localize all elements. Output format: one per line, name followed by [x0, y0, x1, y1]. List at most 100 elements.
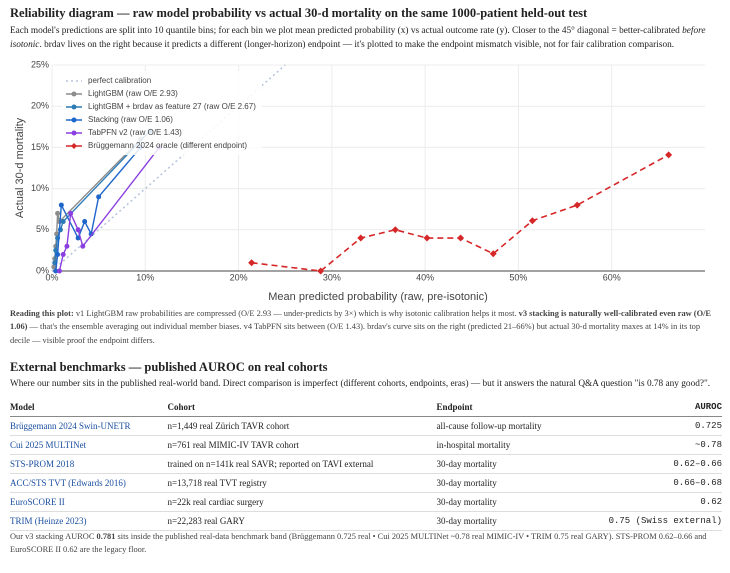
marker [423, 234, 431, 242]
model-link[interactable]: STS-PROM 2018 [10, 454, 168, 474]
text: Our v3 stacking AUROC [10, 532, 97, 541]
y-tick-label: 10% [31, 183, 49, 193]
cell: ~0.78 [573, 435, 722, 455]
marker [60, 252, 66, 258]
y-axis-label: Actual 30-d mortality [14, 117, 26, 218]
y-tick-label: 5% [36, 224, 49, 234]
text: — that's the ensemble averaging out indi… [10, 322, 701, 345]
marker [96, 194, 102, 200]
marker [55, 210, 61, 216]
legend-marker [71, 130, 77, 136]
model-link[interactable]: TRIM (Heinze 2023) [10, 511, 168, 531]
marker [53, 268, 59, 274]
table-row: STS-PROM 2018 trained on n=141k real SAVR… [10, 454, 722, 474]
column-header: Model [10, 398, 168, 417]
x-tick-label: 20% [230, 272, 248, 282]
cell: 0.62 [573, 492, 722, 512]
cell: trained on n=141k real SAVR; reported on… [167, 454, 437, 474]
table: Model Cohort Endpoint AUROC Brüggemann 2024 … [10, 398, 722, 531]
cell: n=1,449 real Zürich TAVR cohort [167, 416, 437, 436]
marker [457, 234, 465, 242]
marker [53, 247, 59, 253]
legend-marker [71, 143, 77, 149]
marker [75, 235, 81, 241]
x-tick-label: 30% [323, 272, 341, 282]
marker [573, 201, 581, 209]
cell: n=22,283 real GARY [167, 511, 437, 531]
column-header: Endpoint [436, 398, 574, 417]
marker [248, 259, 256, 267]
marker [357, 234, 365, 242]
cell: 0.725 [573, 416, 722, 436]
marker [64, 243, 70, 249]
cell: all-cause follow-up mortality [436, 416, 574, 436]
intro: Each model's predictions are split into … [10, 24, 722, 52]
chart: Actual 30-d mortality Mean predicted pro… [14, 59, 705, 303]
model-link[interactable]: ACC/STS TVT (Edwards 2016) [10, 473, 168, 493]
section-title: External benchmarks — published AUROC on… [10, 360, 328, 374]
marker [58, 202, 64, 208]
legend-label: Stacking (raw O/E 1.06) [88, 115, 173, 124]
section-intro: Where our number sits in the published r… [10, 379, 711, 389]
y-tick-label: 0% [36, 265, 49, 275]
marker [55, 252, 61, 258]
legend-label: perfect calibration [88, 76, 151, 85]
table-row: Brüggemann 2024 Swin-UNETR n=1,449 real Z… [10, 416, 722, 436]
cell: 0.62–0.66 [573, 454, 722, 474]
table-row: EuroSCORE II n=22k real cardiac surgery 30… [10, 492, 722, 512]
y-tick-label: 25% [31, 59, 49, 69]
marker [391, 226, 399, 234]
text: v3 stacking is naturally well-calibrated… [10, 309, 712, 332]
text: sits inside the published real-data benc… [10, 532, 707, 555]
model-link[interactable]: EuroSCORE II [10, 492, 168, 512]
legend-marker [71, 104, 77, 110]
table-row: TRIM (Heinze 2023) n=22,283 real GARY 30-d… [10, 511, 722, 531]
text: before isotonic [10, 26, 706, 50]
header-row: Model Cohort Endpoint AUROC [10, 398, 722, 417]
column-header: AUROC [573, 398, 722, 417]
cell: n=13,718 real TVT registry [167, 473, 437, 493]
cell: 0.66–0.68 [573, 473, 722, 493]
series-line [251, 154, 670, 272]
legend-label: LightGBM (raw O/E 2.93) [88, 89, 178, 98]
cell: 30-day mortality [436, 454, 574, 474]
text: . brdav lives on the right because it pr… [39, 40, 675, 50]
x-tick-label: 40% [416, 272, 434, 282]
text: Each model's predictions are split into … [10, 26, 683, 36]
section: External benchmarks — published AUROC on… [10, 360, 722, 375]
marker [665, 151, 673, 159]
legend-marker [71, 117, 77, 123]
marker [528, 217, 536, 225]
x-tick-label: 10% [136, 272, 154, 282]
table-row: ACC/STS TVT (Edwards 2016) n=13,718 real … [10, 473, 722, 493]
marker [75, 227, 81, 233]
x-tick-label: 0% [45, 272, 58, 282]
cell: n=22k real cardiac surgery [167, 492, 437, 512]
marker [68, 210, 74, 216]
text: 0.781 [96, 532, 116, 541]
y-tick-label: 20% [31, 101, 49, 111]
legend-label: Brüggemann 2024 oracle (different endpoi… [88, 141, 247, 150]
marker [60, 219, 66, 225]
marker [489, 250, 497, 258]
footer: Our v3 stacking AUROC 0.781 sits inside … [10, 530, 722, 557]
marker [82, 219, 88, 225]
reading: Reading this plot: v1 LightGBM raw proba… [10, 307, 722, 347]
legend-label: LightGBM + brdav as feature 27 (raw O/E … [88, 102, 256, 111]
column-header: Cohort [167, 398, 437, 417]
legend-box [62, 71, 262, 155]
x-tick-label: 60% [603, 272, 621, 282]
text: Reading this plot: [10, 309, 74, 318]
model-link[interactable]: Cui 2025 MULTINet [10, 435, 168, 455]
series-line [55, 146, 142, 272]
marker [80, 243, 86, 249]
marker [51, 264, 57, 270]
marker [56, 268, 62, 274]
cell: 0.75 (Swiss external) [573, 511, 722, 531]
title: Reliability diagram — raw model probabil… [10, 6, 588, 20]
text: v1 LightGBM raw probabilities are compre… [73, 309, 519, 318]
marker [317, 267, 325, 275]
cell: n=761 real MIMIC-IV TAVR cohort [167, 435, 437, 455]
model-link[interactable]: Brüggemann 2024 Swin-UNETR [10, 416, 168, 436]
